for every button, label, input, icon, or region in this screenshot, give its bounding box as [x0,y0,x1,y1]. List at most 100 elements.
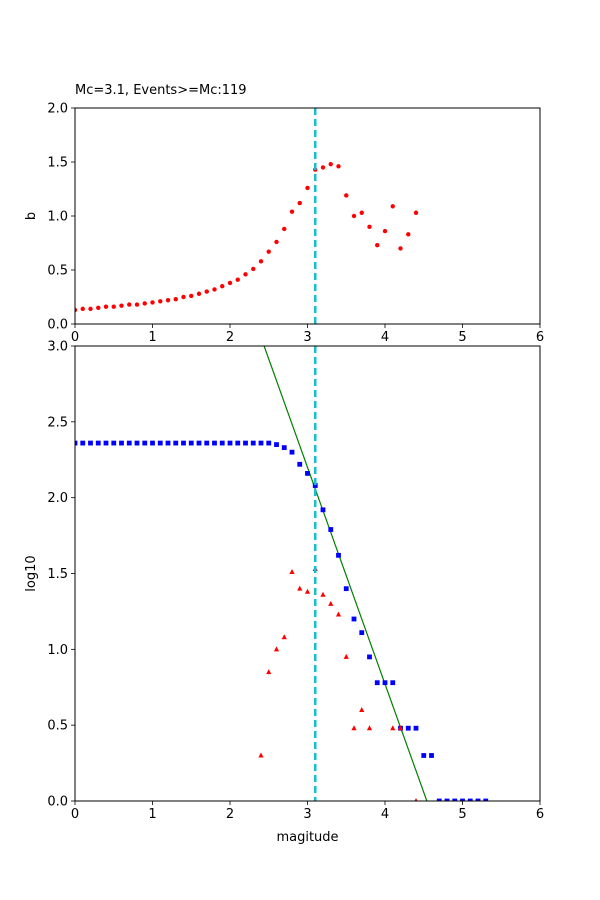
data-point [119,303,124,308]
data-point [359,210,364,215]
data-point [181,440,186,446]
data-point [212,440,217,446]
data-point [390,204,395,209]
data-point [111,440,117,446]
data-point [75,307,78,313]
data-point [103,440,109,446]
data-layer [75,161,419,313]
data-point [320,165,326,170]
data-point [173,440,179,446]
data-point [390,680,396,686]
data-point [188,440,194,446]
data-point [467,798,473,801]
data-point [266,440,272,446]
data-point [421,753,427,758]
data-point [227,440,233,446]
data-point [227,280,233,286]
y-tick-label: 0.5 [47,719,68,734]
y-tick-label: 2.0 [47,102,68,117]
data-point [157,440,163,446]
data-point [204,440,210,446]
data-point [165,440,171,446]
data-point [452,798,458,801]
data-point [382,228,388,234]
data-point [220,284,225,289]
x-tick-label: 4 [381,807,389,822]
y-tick-label: 2.5 [47,415,68,430]
plot-area [75,108,540,324]
data-point [96,305,101,310]
data-point [266,669,272,675]
data-point [413,210,419,215]
x-tick-label: 1 [148,330,156,345]
data-point [305,185,310,191]
data-point [274,239,279,245]
data-point [390,725,396,731]
data-point [88,306,93,312]
data-point [397,725,404,731]
data-point [282,226,287,232]
data-point [436,798,442,801]
data-point [127,302,132,307]
plot-area [75,346,540,801]
data-point [359,707,365,712]
data-point [483,798,489,801]
frequency-magnitude-plot: 0 1 2 3 4 5 6 0.0 0.5 1.0 1.5 2.0 2.5 3.0 log10 magitud… [24,340,544,846]
x-tick-label: 3 [303,807,311,822]
data-point [413,725,419,731]
data-point [80,306,85,312]
data-point [336,164,341,169]
data-point [429,753,434,758]
x-tick-label: 4 [381,330,389,345]
data-point [80,440,86,446]
data-point [398,246,403,251]
data-point [281,445,287,451]
y-tick-label: 1.0 [47,643,68,658]
x-tick-label: 1 [148,807,156,822]
x-tick-label: 3 [303,330,311,345]
data-point [258,259,264,264]
data-point [235,277,240,282]
y-tick-label: 0.0 [47,795,68,810]
data-point [196,291,202,296]
data-point [351,725,357,731]
data-point [204,289,209,294]
b-value-plot: 0 1 2 3 4 5 6 0.0 0.5 1.0 1.5 2.0 Mc=3.1, Events>=Mc… [24,83,544,345]
data-point [273,646,280,652]
data-point [95,440,101,446]
y-axis-label: log10 [24,555,39,591]
data-point [405,725,411,731]
fit-line [263,346,428,801]
y-tick-label: 0.5 [47,264,68,279]
data-point [251,266,256,272]
data-point [142,301,147,306]
data-point [328,161,333,167]
data-point [367,224,372,229]
x-tick-label: 5 [458,807,466,822]
x-tick-label: 6 [536,807,544,822]
data-point [119,440,124,446]
data-point [351,616,357,622]
data-point [312,483,318,488]
data-point [258,440,264,446]
data-point [196,440,202,446]
data-point [328,600,334,606]
data-point [382,680,388,686]
data-point [335,611,342,617]
data-point [375,242,380,248]
data-point [219,440,225,446]
data-point [297,200,302,206]
data-point [181,294,186,300]
x-tick-label: 0 [71,807,79,822]
data-point [359,630,365,636]
y-tick-label: 0.0 [47,318,68,333]
x-tick-label: 2 [226,330,234,345]
data-point [266,249,271,254]
data-point [134,302,140,307]
data-point [235,440,241,446]
data-point [258,752,264,758]
data-point [243,440,248,446]
data-point [111,304,116,309]
data-point [343,586,349,592]
data-point [150,300,155,305]
